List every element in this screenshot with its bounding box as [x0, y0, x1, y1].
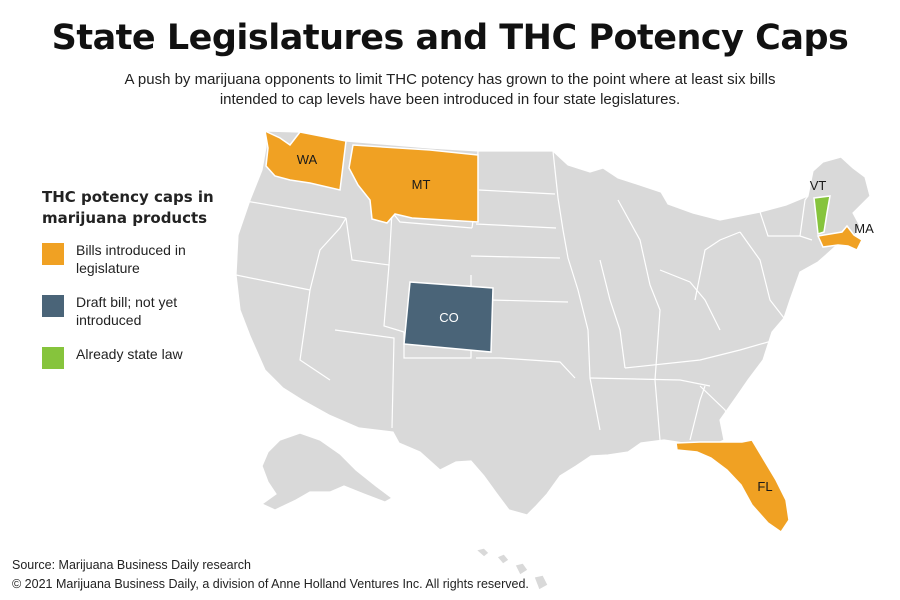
label-wa: WA: [297, 152, 318, 167]
legend-swatch-blue: [42, 295, 64, 317]
legend-label-law: Already state law: [76, 346, 183, 362]
legend-swatch-green: [42, 347, 64, 369]
legend-title: THC potency caps in marijuana products: [42, 188, 214, 227]
legend-label-bills: Bills introduced in legislature: [76, 242, 186, 276]
chart-subtitle: A push by marijuana opponents to limit T…: [124, 71, 776, 108]
label-vt: VT: [810, 178, 827, 193]
state-wa: [264, 129, 347, 191]
state-fl: [675, 439, 790, 534]
copyright-note: © 2021 Marijuana Business Daily, a divis…: [12, 577, 529, 591]
legend-item-bills: Bills introduced in legislature: [42, 241, 242, 281]
label-fl: FL: [757, 479, 772, 494]
label-ma: MA: [854, 221, 874, 236]
label-co: CO: [439, 310, 459, 325]
state-mt: [348, 144, 479, 224]
state-vt: [813, 195, 831, 236]
state-ma: [816, 224, 863, 251]
us-mainland: [235, 130, 871, 516]
legend-label-draft: Draft bill; not yet introduced: [76, 294, 178, 328]
legend: THC potency caps in marijuana products B…: [42, 187, 242, 385]
legend-item-law: Already state law: [42, 345, 242, 385]
chart-title: State Legislatures and THC Potency Caps: [51, 18, 849, 58]
source-note: Source: Marijuana Business Daily researc…: [12, 558, 251, 572]
legend-swatch-orange: [42, 243, 64, 265]
state-hi: [474, 547, 549, 591]
legend-item-draft: Draft bill; not yet introduced: [42, 293, 242, 333]
label-mt: MT: [412, 177, 431, 192]
state-ak: [260, 432, 394, 511]
state-co: [403, 281, 494, 353]
